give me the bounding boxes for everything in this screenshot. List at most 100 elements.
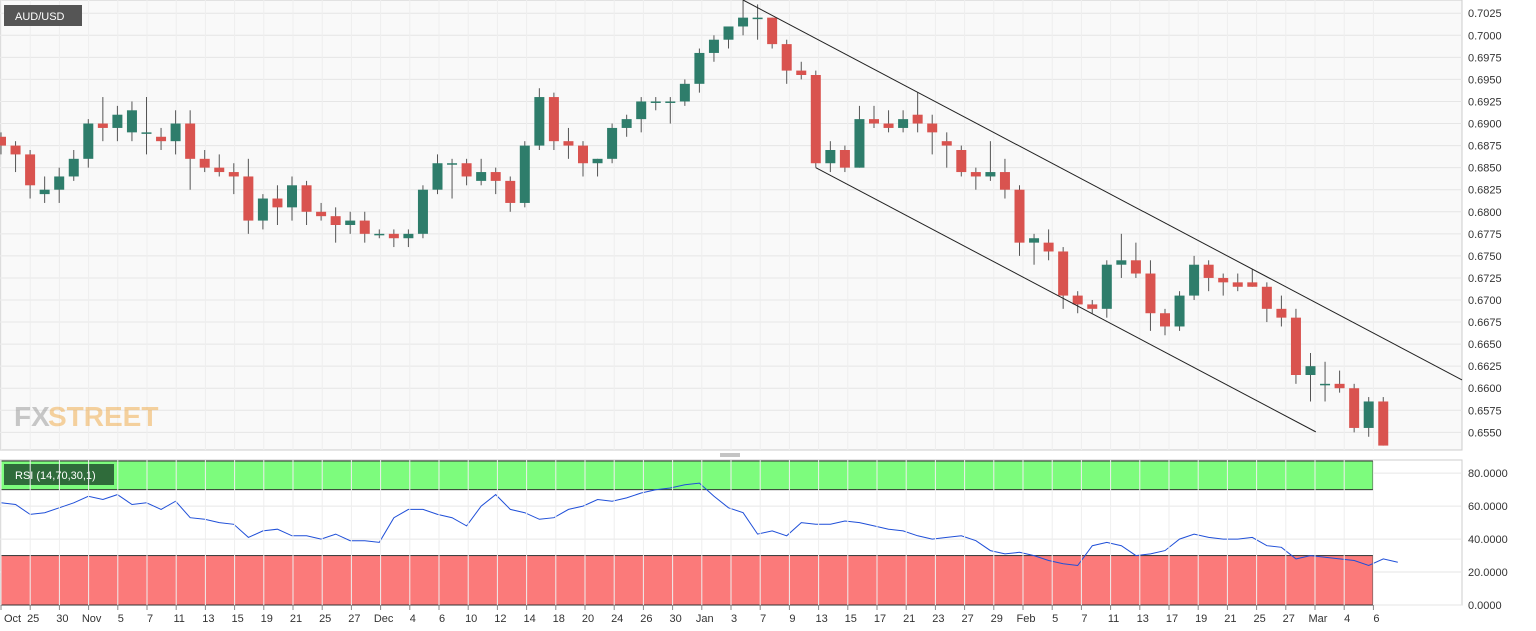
candle[interactable] [534,88,545,150]
candle[interactable] [403,229,414,248]
candle[interactable] [1116,233,1127,278]
candle[interactable] [490,167,501,195]
candle[interactable] [25,150,36,199]
candles-layer[interactable] [0,0,1389,446]
candle[interactable] [170,110,181,155]
candle[interactable] [999,158,1010,199]
candle[interactable] [330,207,341,243]
candle[interactable] [1101,260,1112,318]
candle[interactable] [578,141,588,177]
candle[interactable] [679,79,690,106]
candle[interactable] [39,176,50,203]
candle[interactable] [505,176,516,212]
candle[interactable] [417,185,428,239]
candle[interactable] [1218,273,1229,296]
candle-body-up [417,189,428,234]
candle[interactable] [941,132,952,168]
candle[interactable] [621,114,632,137]
candle[interactable] [898,110,909,133]
candle[interactable] [985,141,996,181]
candle[interactable] [767,17,778,49]
candle[interactable] [1349,383,1360,433]
candle[interactable] [301,180,312,225]
candle[interactable] [68,150,79,181]
candle[interactable] [650,97,661,111]
candle[interactable] [519,141,530,208]
candle[interactable] [316,202,327,221]
candle[interactable] [607,123,618,164]
candle[interactable] [1363,397,1374,437]
candle[interactable] [461,158,472,186]
candle[interactable] [1043,229,1054,261]
candle[interactable] [257,194,268,230]
candle[interactable] [126,101,137,142]
candle[interactable] [563,127,574,159]
candle[interactable] [1247,269,1258,287]
candle[interactable] [781,39,792,84]
candle[interactable] [54,167,65,203]
candle[interactable] [1014,185,1025,256]
candle[interactable] [476,158,487,186]
candle[interactable] [287,176,297,221]
candle[interactable] [0,132,6,155]
candle[interactable] [97,97,108,142]
candle[interactable] [665,97,676,124]
candle[interactable] [956,145,967,177]
candle[interactable] [1378,397,1389,446]
candle[interactable] [199,150,210,173]
candle[interactable] [548,92,559,150]
candle[interactable] [1189,255,1200,300]
candle[interactable] [927,114,938,155]
candle[interactable] [141,97,152,155]
candle[interactable] [1305,352,1316,402]
pane-resize-handle[interactable] [720,453,740,457]
candle[interactable] [708,35,719,62]
candle[interactable] [1130,242,1141,278]
candle[interactable] [796,61,807,80]
candle[interactable] [1232,273,1243,292]
candle[interactable] [912,92,923,133]
candle[interactable] [228,163,239,195]
candle[interactable] [1290,308,1301,384]
candle[interactable] [869,105,879,128]
candle[interactable] [839,145,850,173]
candle[interactable] [1087,300,1098,314]
candle[interactable] [1261,282,1272,323]
candle[interactable] [752,4,763,40]
candle[interactable] [1203,260,1214,292]
candle[interactable] [243,158,254,234]
candle[interactable] [1145,260,1156,331]
candle[interactable] [156,127,167,150]
candle[interactable] [272,185,283,225]
candle[interactable] [1320,361,1331,402]
candle-body-down [316,211,327,217]
candle[interactable] [738,0,749,36]
candle[interactable] [970,167,981,190]
candle[interactable] [694,48,705,93]
candle[interactable] [723,26,734,49]
candle[interactable] [185,110,196,190]
candle[interactable] [825,141,836,173]
candle[interactable] [10,141,21,173]
candle[interactable] [1276,295,1287,327]
candle[interactable] [636,97,647,133]
candle[interactable] [1334,370,1345,393]
candle[interactable] [388,229,399,248]
candle[interactable] [1029,233,1040,265]
candle[interactable] [345,211,356,234]
candle[interactable] [359,211,370,243]
candle[interactable] [883,110,894,133]
candle[interactable] [447,158,458,199]
candle[interactable] [1160,308,1170,336]
candle[interactable] [854,105,865,168]
candle[interactable] [374,229,385,239]
candle[interactable] [1174,291,1185,331]
candle[interactable] [432,154,443,195]
candle[interactable] [112,105,123,142]
candle[interactable] [83,119,94,168]
candle[interactable] [592,158,603,177]
candle[interactable] [810,70,821,168]
candle[interactable] [1072,291,1083,314]
candle[interactable] [214,154,225,177]
